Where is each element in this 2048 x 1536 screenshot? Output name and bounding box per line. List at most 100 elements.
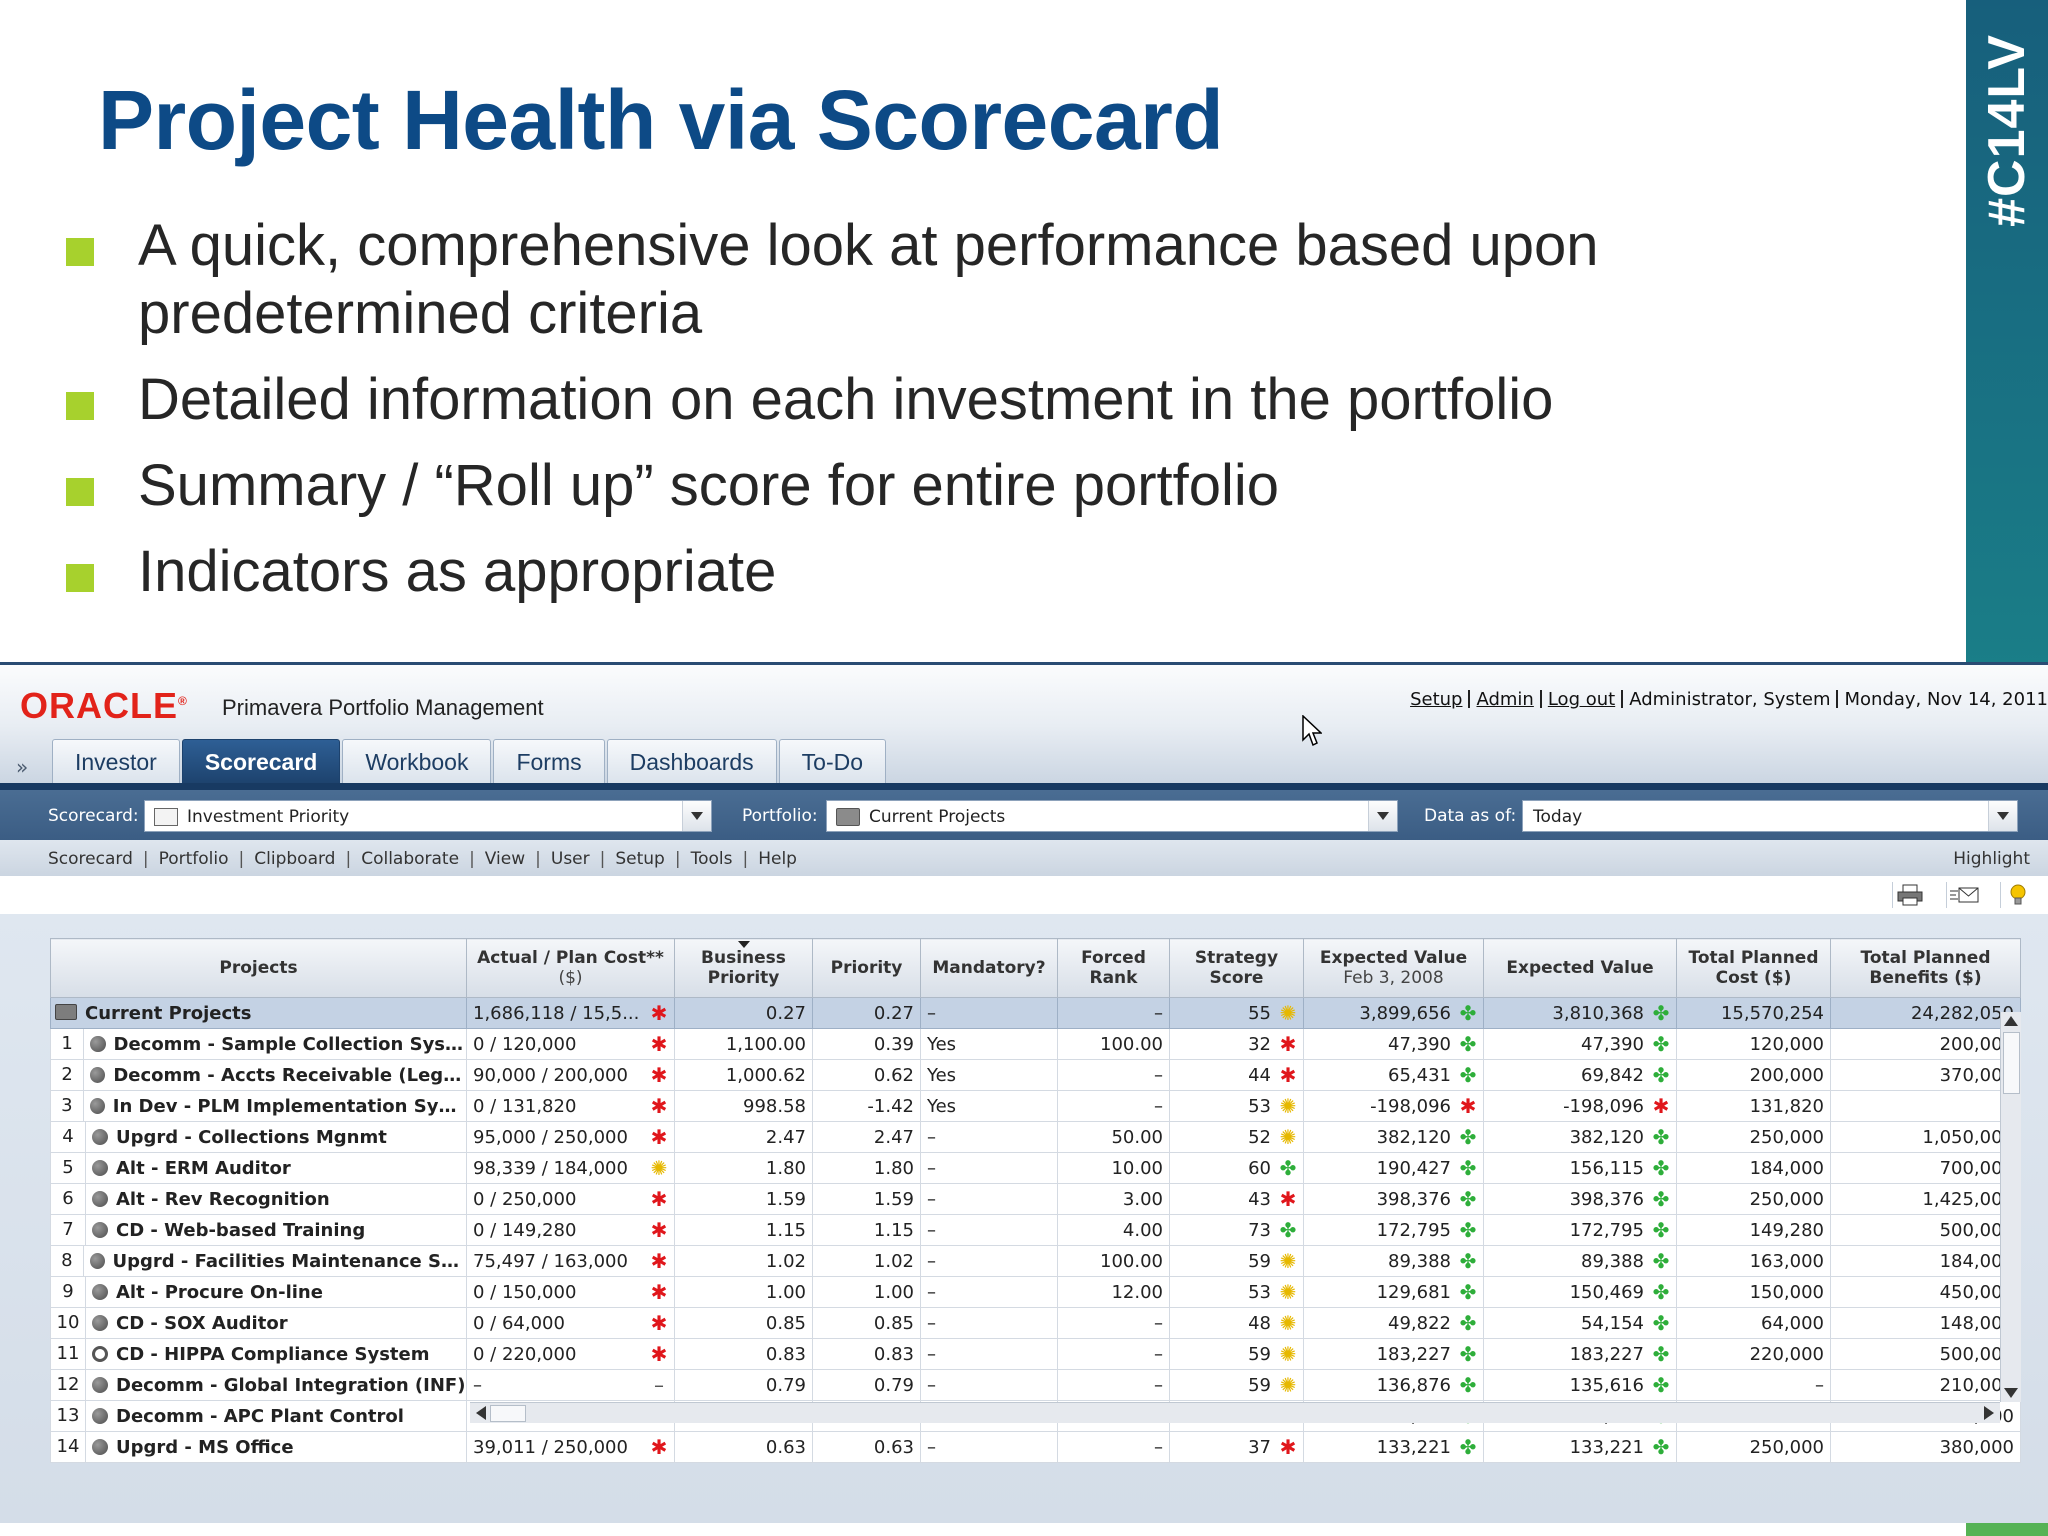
row-cell-strategy: 59 ✺	[1169, 1338, 1304, 1370]
menu-view[interactable]: View	[484, 849, 526, 869]
expand-nav-icon[interactable]: »	[16, 755, 29, 779]
menu-scorecard[interactable]: Scorecard	[48, 849, 133, 869]
horizontal-scroll-thumb[interactable]	[490, 1405, 526, 1422]
cost-value: 90,000 / 200,000	[473, 1064, 628, 1086]
col-header-forced-rank[interactable]: Forced Rank	[1057, 938, 1170, 998]
portfolio-select[interactable]: Current Projects	[826, 800, 1398, 832]
menu-portfolio[interactable]: Portfolio	[158, 849, 229, 869]
yellow-indicator-icon: ✺	[1279, 1311, 1297, 1335]
menu-setup[interactable]: Setup	[615, 849, 665, 869]
project-name[interactable]: CD - Web-based Training	[116, 1219, 366, 1241]
scroll-down-icon[interactable]	[2004, 1388, 2018, 1398]
vertical-scrollbar[interactable]	[2000, 1012, 2021, 1402]
tab-investor[interactable]: Investor	[52, 739, 180, 784]
table-row[interactable]: 3 In Dev - PLM Implementation Syste... 0 /…	[50, 1090, 2021, 1122]
col-header-mandatory[interactable]: Mandatory?	[920, 938, 1058, 998]
col-header-total-planned-benefits[interactable]: Total Planned Benefits ($)	[1830, 938, 2021, 998]
menu-tools[interactable]: Tools	[690, 849, 733, 869]
project-name[interactable]: CD - HIPPA Compliance System	[116, 1343, 430, 1365]
scroll-right-icon[interactable]	[1984, 1406, 1994, 1420]
row-cell-ev-feb: 382,120 ✤	[1303, 1121, 1484, 1153]
table-row[interactable]: 4 Upgrd - Collections Mgnmt 95,000 / 250,0…	[50, 1121, 2021, 1153]
row-cell-total-benefits: 1,050,000	[1830, 1121, 2021, 1153]
table-row[interactable]: 2 Decomm - Accts Receivable (Legacy) 90,00…	[50, 1059, 2021, 1091]
vertical-scroll-thumb[interactable]	[2003, 1032, 2020, 1094]
menu-user[interactable]: User	[550, 849, 590, 869]
menu-collaborate[interactable]: Collaborate	[361, 849, 460, 869]
mouse-cursor-icon	[1302, 715, 1322, 747]
scroll-left-icon[interactable]	[476, 1406, 486, 1420]
horizontal-scrollbar[interactable]	[470, 1402, 2000, 1423]
chevron-down-icon[interactable]	[682, 801, 711, 831]
project-name[interactable]: Upgrd - Facilities Maintenance Syst...	[112, 1250, 466, 1272]
row-cell-project: 8 Upgrd - Facilities Maintenance Syst...	[50, 1245, 467, 1277]
scorecard-select[interactable]: Investment Priority	[144, 800, 712, 832]
menu-highlight[interactable]: Highlight	[1953, 849, 2030, 869]
tab-dashboards[interactable]: Dashboards	[606, 739, 777, 784]
table-row[interactable]: 11 CD - HIPPA Compliance System 0 / 220,00…	[50, 1338, 2021, 1370]
project-name[interactable]: Alt - Procure On-line	[116, 1281, 323, 1303]
table-row[interactable]: 6 Alt - Rev Recognition 0 / 250,000 ✱ 1.59 1.…	[50, 1183, 2021, 1215]
col-header-label: Actual / Plan Cost**	[477, 948, 664, 968]
row-index: 8	[52, 1246, 84, 1276]
row-cell-total-cost: 200,000	[1676, 1059, 1831, 1091]
project-name[interactable]: Decomm - APC Plant Control	[116, 1405, 404, 1427]
menu-help[interactable]: Help	[758, 849, 797, 869]
table-row[interactable]: 8 Upgrd - Facilities Maintenance Syst... 7…	[50, 1245, 2021, 1277]
table-row[interactable]: 10 CD - SOX Auditor 0 / 64,000 ✱ 0.85 0.85– –4…	[50, 1307, 2021, 1339]
email-button[interactable]	[1946, 882, 1981, 908]
col-header-label: Expected Value	[1319, 948, 1468, 968]
red-indicator-icon: ✱	[650, 1280, 668, 1304]
project-name[interactable]: CD - SOX Auditor	[116, 1312, 288, 1334]
chevron-down-icon[interactable]	[1368, 801, 1397, 831]
tab-workbook[interactable]: Workbook	[342, 739, 492, 784]
tips-button[interactable]	[2000, 882, 2035, 908]
row-index: 14	[52, 1432, 86, 1462]
logout-link[interactable]: Log out	[1547, 689, 1616, 710]
col-header-strategy-score[interactable]: Strategy Score	[1169, 938, 1304, 998]
project-name[interactable]: Decomm - Sample Collection System	[113, 1033, 466, 1055]
project-name[interactable]: Decomm - Accts Receivable (Legacy)	[113, 1064, 466, 1086]
project-name[interactable]: Upgrd - Collections Mgnmt	[116, 1126, 387, 1148]
ev-feb-value: 133,221	[1376, 1436, 1451, 1458]
col-header-expected-value[interactable]: Expected Value	[1483, 938, 1677, 998]
col-header-priority[interactable]: Priority	[812, 938, 921, 998]
col-header-projects[interactable]: Projects	[50, 938, 467, 998]
project-name[interactable]: Decomm - Global Integration (INF)	[116, 1374, 466, 1396]
scroll-up-icon[interactable]	[2004, 1016, 2018, 1026]
table-row[interactable]: 9 Alt - Procure On-line 0 / 150,000 ✱ 1.00 1.…	[50, 1276, 2021, 1308]
row-index: 4	[52, 1122, 86, 1152]
data-as-of-select[interactable]: Today	[1522, 800, 2018, 832]
table-row[interactable]: 14 Upgrd - MS Office 39,011 / 250,000 ✱ 0.63…	[50, 1431, 2021, 1463]
project-name[interactable]: Alt - ERM Auditor	[116, 1157, 291, 1179]
row-cell-priority: -1.42	[812, 1090, 921, 1122]
project-name[interactable]: Upgrd - MS Office	[116, 1436, 294, 1458]
chevron-down-icon[interactable]	[1988, 801, 2017, 831]
col-header-business-priority[interactable]: Business Priority	[674, 938, 813, 998]
table-row[interactable]: 7 CD - Web-based Training 0 / 149,280 ✱ 1.15…	[50, 1214, 2021, 1246]
tab-scorecard[interactable]: Scorecard	[181, 739, 341, 784]
menu-clipboard[interactable]: Clipboard	[254, 849, 336, 869]
row-cell-ev-feb: 133,221 ✤	[1303, 1431, 1484, 1463]
table-row[interactable]: 1 Decomm - Sample Collection System 0 / 12…	[50, 1028, 2021, 1060]
project-name[interactable]: In Dev - PLM Implementation Syste...	[112, 1095, 466, 1117]
red-indicator-icon: ✱	[650, 1001, 668, 1025]
tab-todo[interactable]: To-Do	[778, 739, 887, 784]
summary-row[interactable]: Current Projects 1,686,118 / 15,5... ✱ 0.…	[50, 997, 2021, 1029]
green-indicator-icon: ✤	[1459, 1435, 1477, 1459]
table-row[interactable]: 5 Alt - ERM Auditor 98,339 / 184,000 ✺ 1.80 1…	[50, 1152, 2021, 1184]
row-cell-project: 3 In Dev - PLM Implementation Syste...	[50, 1090, 467, 1122]
table-row[interactable]: 12 Decomm - Global Integration (INF) – –0.7…	[50, 1369, 2021, 1401]
project-status-icon	[92, 1222, 108, 1238]
print-button[interactable]	[1892, 882, 1927, 908]
row-cell-cost: 98,339 / 184,000 ✺	[466, 1152, 675, 1184]
project-name[interactable]: Alt - Rev Recognition	[116, 1188, 330, 1210]
row-cell-total-benefits: 148,000	[1830, 1307, 2021, 1339]
cost-value: –	[473, 1374, 482, 1396]
tab-forms[interactable]: Forms	[493, 739, 605, 784]
admin-link[interactable]: Admin	[1476, 689, 1534, 710]
col-header-total-planned-cost[interactable]: Total Planned Cost ($)	[1676, 938, 1831, 998]
setup-link[interactable]: Setup	[1410, 689, 1463, 710]
col-header-cost[interactable]: Actual / Plan Cost** ($)	[466, 938, 675, 998]
col-header-expected-value-feb[interactable]: Expected Value Feb 3, 2008	[1303, 938, 1484, 998]
